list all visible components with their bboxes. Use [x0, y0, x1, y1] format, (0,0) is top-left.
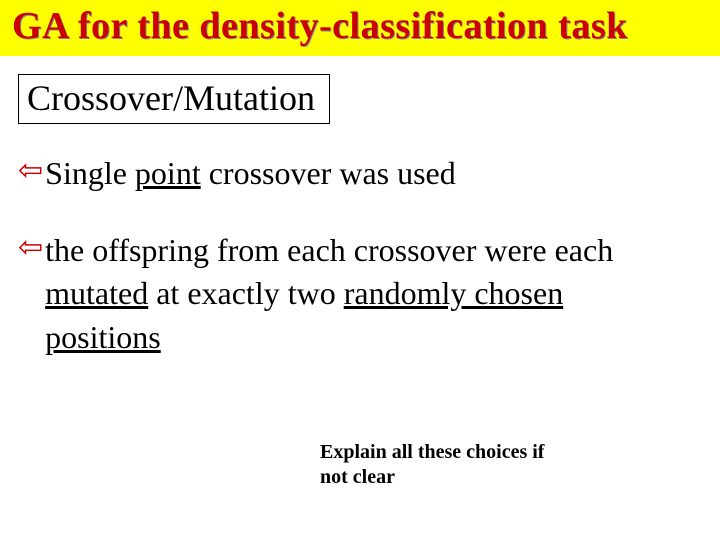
subtitle-box: Crossover/Mutation: [18, 74, 330, 124]
bullet-item-2: ⇦ the offspring from each crossover were…: [18, 229, 720, 359]
b1-post: crossover was used: [201, 155, 456, 191]
bullet-2-text: the offspring from each crossover were e…: [45, 229, 685, 359]
note-line-2: not clear: [320, 465, 544, 490]
arrow-icon: ⇦: [18, 156, 43, 186]
slide-title: GA for the density-classification task: [12, 4, 708, 48]
b1-ul: point: [135, 155, 201, 191]
b1-pre: Single: [45, 155, 135, 191]
bullet-1-text: Single point crossover was used: [45, 152, 456, 195]
note-line-1: Explain all these choices if: [320, 440, 544, 465]
b2-mid: at exactly two: [148, 275, 343, 311]
title-band: GA for the density-classification task: [0, 0, 720, 56]
arrow-icon: ⇦: [18, 233, 43, 263]
b2-pre: the offspring from each crossover were e…: [45, 232, 613, 268]
bullet-item-1: ⇦ Single point crossover was used: [18, 152, 720, 195]
bullet-list: ⇦ Single point crossover was used ⇦ the …: [18, 152, 720, 359]
slide-subtitle: Crossover/Mutation: [27, 77, 315, 119]
explain-note: Explain all these choices if not clear: [320, 440, 544, 490]
b2-ul1: mutated: [45, 275, 148, 311]
